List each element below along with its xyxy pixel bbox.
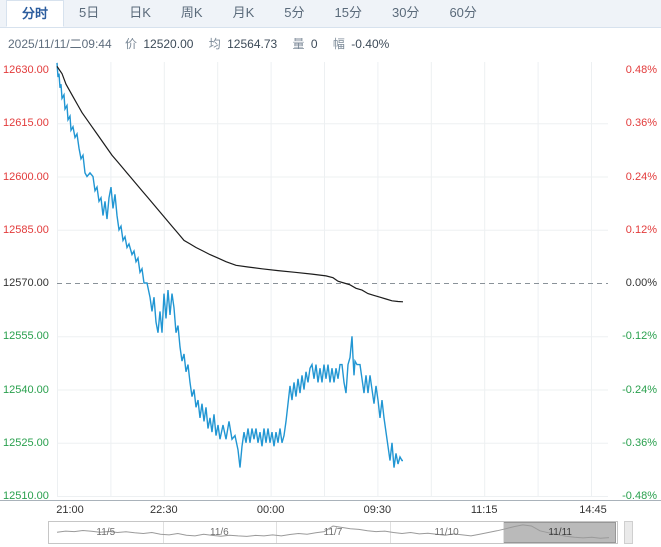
time-axis-label: 11:15 bbox=[470, 504, 498, 516]
period-tabbar: 分时 5日 日K 周K 月K 5分 15分 30分 60分 bbox=[0, 0, 661, 28]
navigator-wave-svg bbox=[56, 524, 610, 539]
time-axis-label: 09:30 bbox=[363, 504, 392, 516]
navigator-date-1[interactable]: 11/6 bbox=[210, 527, 229, 538]
volume-label: 量 bbox=[292, 37, 305, 51]
price-axis-label: 12525.00 bbox=[3, 436, 49, 449]
change-value: -0.40% bbox=[351, 37, 390, 51]
tab-period-3[interactable]: 周K bbox=[180, 5, 203, 20]
time-axis-label: 00:00 bbox=[256, 504, 285, 516]
navigator-date-0[interactable]: 11/5 bbox=[96, 527, 116, 538]
tab-period-1[interactable]: 5日 bbox=[79, 5, 100, 20]
navigator-date-3[interactable]: 11/10 bbox=[434, 527, 459, 538]
time-axis: 21:00 22:30 00:00 09:30 11:15 14:45 bbox=[0, 500, 661, 519]
price-axis-label: 12615.00 bbox=[3, 117, 49, 130]
date-navigator[interactable]: 11/5 11/6 11/7 11/10 11/11 bbox=[48, 521, 618, 544]
price-axis-label: 12555.00 bbox=[3, 330, 49, 343]
avg-label: 均 bbox=[208, 37, 221, 51]
navigator-wave-line bbox=[56, 524, 610, 539]
price-axis-label: 12570.00 bbox=[3, 277, 49, 289]
percent-axis-label: -0.12% bbox=[622, 330, 657, 343]
percent-axis-label: 0.00% bbox=[625, 277, 657, 289]
time-axis-label: 14:45 bbox=[579, 504, 607, 516]
navigator-day-separator bbox=[162, 522, 164, 543]
time-axis-label: 21:00 bbox=[56, 504, 84, 516]
percent-axis-label: -0.36% bbox=[622, 436, 657, 449]
percent-axis-label: 0.36% bbox=[625, 117, 657, 130]
tab-period-4[interactable]: 月K bbox=[232, 5, 255, 20]
price-axis-label: 12540.00 bbox=[3, 383, 49, 396]
time-axis-label: 22:30 bbox=[150, 504, 178, 516]
tab-period-0[interactable]: 分时 bbox=[6, 0, 65, 27]
change-label: 幅 bbox=[332, 37, 345, 51]
price-axis-label: 12585.00 bbox=[3, 223, 49, 236]
percent-axis-label: 0.12% bbox=[625, 223, 657, 236]
volume-value: 0 bbox=[310, 37, 318, 51]
navigator-date-4[interactable]: 11/11 bbox=[548, 527, 572, 538]
price-axis-label: 12600.00 bbox=[3, 170, 49, 183]
percent-axis-label: -0.48% bbox=[622, 490, 657, 502]
quote-datetime: 2025/11/11/二09:44 bbox=[8, 37, 112, 51]
price-label: 价 bbox=[125, 37, 138, 51]
tab-period-2[interactable]: 日K bbox=[129, 5, 151, 20]
navigator-handle[interactable] bbox=[624, 521, 633, 544]
percent-axis-label: -0.24% bbox=[622, 383, 657, 396]
avg-value: 12564.73 bbox=[227, 37, 278, 51]
price-line bbox=[56, 62, 403, 468]
tab-period-7[interactable]: 30分 bbox=[391, 5, 420, 20]
chart-plot-svg bbox=[56, 62, 608, 497]
quote-infobar: 2025/11/11/二09:44 价 12520.00 均 12564.73 … bbox=[0, 29, 661, 55]
tab-period-8[interactable]: 60分 bbox=[449, 5, 477, 20]
tab-period-5[interactable]: 5分 bbox=[284, 5, 305, 20]
price-axis-label: 12510.00 bbox=[3, 490, 49, 502]
navigator-date-2[interactable]: 11/7 bbox=[323, 527, 343, 538]
price-value: 12520.00 bbox=[143, 37, 194, 51]
percent-axis-label: 0.48% bbox=[625, 64, 657, 76]
navigator-day-separator bbox=[276, 522, 278, 543]
tab-period-6[interactable]: 15分 bbox=[334, 5, 362, 20]
navigator-day-separator bbox=[503, 522, 505, 543]
price-axis-label: 12630.00 bbox=[3, 64, 49, 76]
average-line bbox=[56, 66, 404, 303]
chart-canvas[interactable]: 12630.00 12615.00 12600.00 12585.00 12570.00… bbox=[0, 56, 661, 502]
percent-axis-label: 0.24% bbox=[625, 170, 657, 183]
